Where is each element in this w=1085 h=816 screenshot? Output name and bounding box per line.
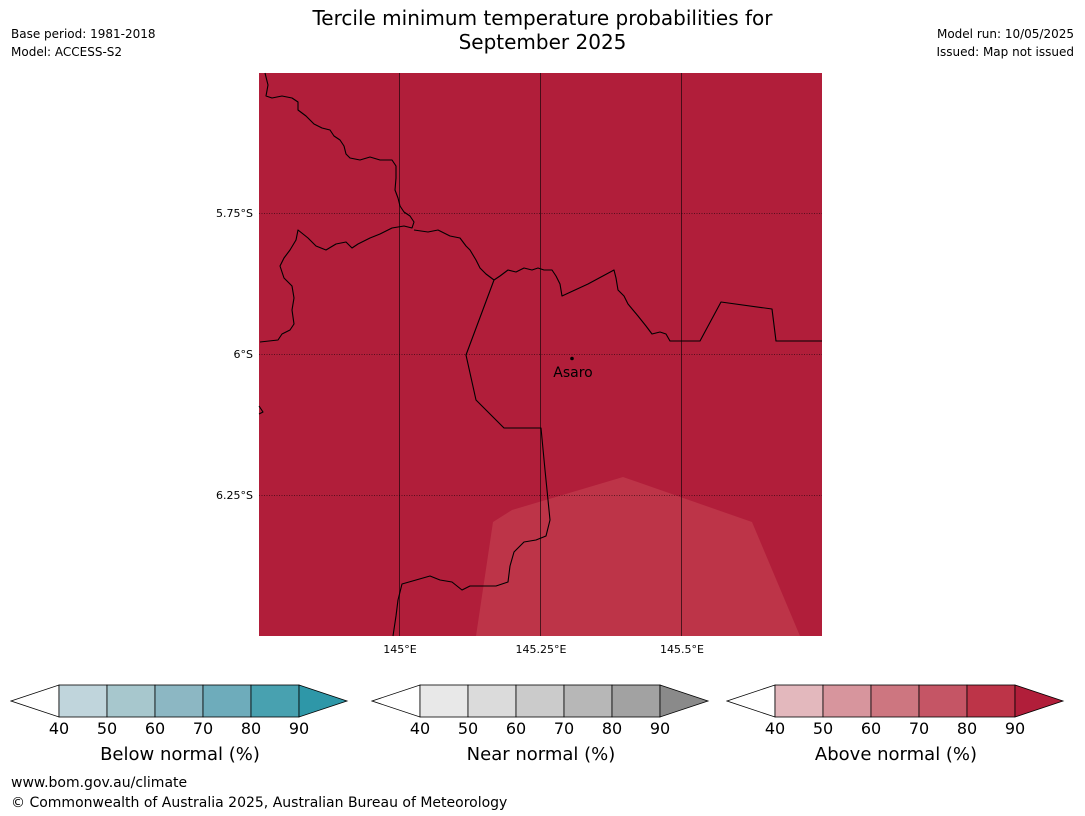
model-name: Model: ACCESS-S2 xyxy=(11,45,123,59)
footer-copyright: © Commonwealth of Australia 2025, Austra… xyxy=(11,795,508,811)
latitude-labels: 5.75°S 6°S 6.25°S xyxy=(216,207,253,502)
colorbar-segment xyxy=(154,684,204,718)
colorbar-extend-high xyxy=(659,684,710,718)
colorbar-below-normal: 40 50 60 70 80 90 Below normal (%) xyxy=(10,684,350,774)
colorbar-segment xyxy=(774,684,824,718)
colorbar-segment xyxy=(419,684,469,718)
colorbar-tick: 80 xyxy=(240,719,262,738)
colorbar-tick: 60 xyxy=(144,719,166,738)
colorbar-segment xyxy=(467,684,517,718)
colorbar-tick: 70 xyxy=(192,719,214,738)
title-line-1: Tercile minimum temperature probabilitie… xyxy=(312,6,773,30)
colorbar-tick: 40 xyxy=(48,719,70,738)
colorbar-segment xyxy=(515,684,565,718)
colorbar-tick: 80 xyxy=(956,719,978,738)
lon-label-145-25e: 145.25°E xyxy=(516,643,567,656)
colorbar-tick: 40 xyxy=(409,719,431,738)
colorbar-extend-low xyxy=(371,684,421,718)
colorbar-tick: 90 xyxy=(1004,719,1026,738)
colorbar-tick: 50 xyxy=(812,719,834,738)
colorbar-label: Near normal (%) xyxy=(466,744,616,765)
colorbar-tick: 40 xyxy=(764,719,786,738)
lon-label-145e: 145°E xyxy=(383,643,416,656)
colorbar-segment xyxy=(870,684,920,718)
model-run: Model run: 10/05/2025 xyxy=(936,27,1074,41)
longitude-labels: 145°E 145.25°E 145.5°E xyxy=(383,643,704,656)
colorbar-extend-low xyxy=(10,684,60,718)
colorbar-segment xyxy=(202,684,252,718)
colorbar-segment xyxy=(611,684,661,718)
issued-status: Issued: Map not issued xyxy=(936,45,1074,59)
boundary-central xyxy=(413,229,822,342)
colorbar-swatches xyxy=(371,684,710,718)
map-metadata-right: Model run: 10/05/2025 Issued: Map not is… xyxy=(936,25,1074,61)
colorbar-tick: 90 xyxy=(649,719,671,738)
colorbar-segment xyxy=(563,684,613,718)
map-canvas[interactable]: Asaro 5.75°S 6°S 6.25°S 145°E 145.25°E 1… xyxy=(0,0,1085,660)
colorbar-tick: 90 xyxy=(288,719,310,738)
boundary-west-edge xyxy=(258,405,264,415)
map-title: Tercile minimum temperature probabilitie… xyxy=(0,6,1085,54)
colorbar-label: Above normal (%) xyxy=(814,744,978,765)
boundary-south xyxy=(392,279,551,637)
lon-label-145-5e: 145.5°E xyxy=(660,643,704,656)
colorbar-extend-high xyxy=(1014,684,1065,718)
map-metadata-left: Base period: 1981-2018 Model: ACCESS-S2 xyxy=(11,25,156,61)
place-marker xyxy=(570,356,574,361)
place-label: Asaro xyxy=(553,365,592,381)
colorbar-tick: 70 xyxy=(553,719,575,738)
colorbar-segment xyxy=(918,684,968,718)
lat-label-6-25s: 6.25°S xyxy=(216,489,253,502)
colorbar-tick: 70 xyxy=(908,719,930,738)
colorbar-tick: 50 xyxy=(96,719,118,738)
colorbar-label: Below normal (%) xyxy=(100,744,260,765)
footer-website[interactable]: www.bom.gov.au/climate xyxy=(11,775,188,791)
colorbar-extend-low xyxy=(726,684,776,718)
colorbar-swatches xyxy=(10,684,349,718)
lat-label-5-75s: 5.75°S xyxy=(216,207,253,220)
colorbar-tick: 80 xyxy=(601,719,623,738)
colorbar-segment xyxy=(106,684,156,718)
boundary-north-west xyxy=(259,72,415,343)
probability-field-above-80 xyxy=(476,477,800,636)
lat-label-6s: 6°S xyxy=(234,348,253,361)
colorbar-segment xyxy=(250,684,300,718)
colorbar-tick: 60 xyxy=(505,719,527,738)
base-period: Base period: 1981-2018 xyxy=(11,27,156,41)
title-line-2: September 2025 xyxy=(458,30,627,54)
place-asaro[interactable]: Asaro xyxy=(553,356,593,381)
colorbar-tick: 50 xyxy=(457,719,479,738)
colorbar-extend-high xyxy=(298,684,349,718)
colorbar-near-normal: 40 50 60 70 80 90 Near normal (%) xyxy=(371,684,711,774)
colorbar-tick: 60 xyxy=(860,719,882,738)
colorbar-swatches xyxy=(726,684,1065,718)
graticule xyxy=(259,73,822,636)
colorbar-above-normal: 40 50 60 70 80 90 Above normal (%) xyxy=(726,684,1066,774)
province-boundaries xyxy=(258,72,822,637)
colorbar-segment xyxy=(966,684,1016,718)
colorbar-segment xyxy=(822,684,872,718)
colorbar-segment xyxy=(58,684,108,718)
